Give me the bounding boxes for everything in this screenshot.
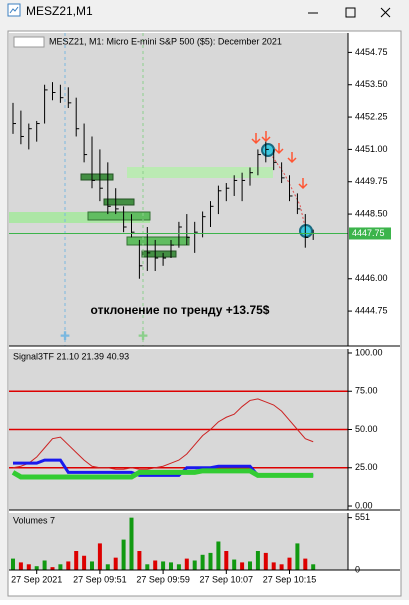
volume-bar <box>42 560 47 570</box>
y-tick-label: 4449.75 <box>355 176 388 186</box>
last-price-label: 4447.75 <box>352 228 385 238</box>
marker: ✚ <box>138 329 148 343</box>
y-tick-label: 25.00 <box>355 462 378 472</box>
y-tick-label: 4454.75 <box>355 47 388 57</box>
volume-bar <box>240 562 245 570</box>
volume-bar <box>11 558 15 570</box>
volume-bar <box>97 543 102 570</box>
y-tick-label: 4444.75 <box>355 305 388 315</box>
window-title: MESZ21,M1 <box>26 4 93 18</box>
toolbar-icons[interactable] <box>13 36 45 48</box>
y-tick-label: 4446.00 <box>355 273 388 283</box>
y-tick-label: 4448.50 <box>355 208 388 218</box>
last-price-box <box>349 227 391 240</box>
y-tick-label: 100.00 <box>355 347 383 357</box>
y-tick-label: 75.00 <box>355 386 378 396</box>
volume-bar <box>153 560 158 570</box>
volume-bar <box>232 559 237 570</box>
y-tick-label: 4453.50 <box>355 79 388 89</box>
volume-bar <box>58 564 63 570</box>
zone <box>87 211 151 221</box>
zone <box>9 212 150 223</box>
volume-bar <box>200 554 205 570</box>
window-icon-graph <box>9 6 19 14</box>
volume-bar <box>279 564 284 570</box>
zone <box>127 167 273 178</box>
volume-bar <box>74 551 79 570</box>
volume-bar <box>34 566 39 570</box>
volume-bar <box>82 555 87 570</box>
volume-bar <box>169 562 173 570</box>
zone <box>126 236 190 246</box>
x-tick-label: 27 Sep 10:15 <box>263 574 317 584</box>
zone <box>103 198 135 206</box>
trend-line <box>267 149 307 232</box>
volume-bar <box>208 552 213 570</box>
y-tick-label: 551 <box>355 512 370 522</box>
volume-bar <box>248 561 252 570</box>
volume-bar <box>311 564 316 570</box>
y-tick-label: 50.00 <box>355 424 378 434</box>
volume-bar <box>255 551 260 570</box>
x-tick-label: 27 Sep 09:51 <box>73 574 127 584</box>
signal-circle <box>261 143 275 157</box>
volume-bar <box>26 564 31 570</box>
y-tick-label: 4451.00 <box>355 144 388 154</box>
volume-bar <box>192 560 197 570</box>
volume-bar <box>263 552 268 570</box>
volume-bar <box>161 561 166 570</box>
zone <box>141 250 177 258</box>
volume-bar <box>137 551 142 570</box>
volume-bar <box>287 557 292 570</box>
volume-bar <box>216 541 221 570</box>
volume-title: Volumes 7 <box>13 515 55 525</box>
price-plot-bg <box>9 33 348 346</box>
x-tick-label: 27 Sep 2021 <box>11 574 62 584</box>
volume-bar <box>176 564 181 570</box>
volume-bar <box>113 557 118 570</box>
x-tick-label: 27 Sep 09:59 <box>136 574 190 584</box>
volume-bar <box>66 561 71 570</box>
y-tick-label: 0.00 <box>355 500 373 510</box>
volume-bar <box>121 539 126 570</box>
zones <box>9 167 273 258</box>
volume-bar <box>50 567 55 570</box>
annotation: отклонение по тренду +13.75$ <box>91 303 270 317</box>
arrows <box>251 131 308 190</box>
zone <box>80 173 114 181</box>
chart-title: MESZ21, M1: Micro E-mini S&P 500 ($5): D… <box>49 36 282 46</box>
volume-bar <box>90 561 94 570</box>
volume-bar <box>18 562 23 570</box>
maximize-button[interactable] <box>345 7 356 18</box>
marker: ✚ <box>60 329 70 343</box>
volume-bar <box>145 564 150 570</box>
indicator-line <box>11 468 314 480</box>
x-tick-label: 27 Sep 10:07 <box>200 574 254 584</box>
volume-bar <box>224 551 229 570</box>
volume-bar <box>184 558 189 570</box>
volume-bar <box>303 558 308 570</box>
indicator-line <box>12 398 314 470</box>
volume-bar <box>105 564 110 570</box>
indicator-title: Signal3TF 21.10 21.39 40.93 <box>13 351 129 361</box>
y-tick-label: 4452.25 <box>355 111 388 121</box>
volume-bar <box>295 543 300 570</box>
y-tick-label: 0 <box>355 564 360 574</box>
close-button[interactable] <box>380 7 391 18</box>
volume-bar <box>271 562 276 570</box>
volume-bar <box>129 517 134 570</box>
signal-circle <box>299 224 313 238</box>
